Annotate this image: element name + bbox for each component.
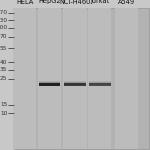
Text: 70: 70 [0, 34, 8, 39]
Bar [39, 83, 60, 86]
Bar [13, 8, 36, 148]
Bar [88, 8, 111, 148]
Text: 55: 55 [0, 45, 8, 51]
Bar [64, 81, 86, 83]
Text: NCI-H460: NCI-H460 [59, 0, 91, 4]
Text: HELA: HELA [16, 0, 33, 4]
Text: 130: 130 [0, 18, 8, 23]
Bar [89, 83, 111, 86]
Bar [64, 83, 86, 86]
Text: 100: 100 [0, 25, 8, 30]
Text: 35: 35 [0, 67, 8, 72]
Text: 40: 40 [0, 60, 8, 65]
Text: 25: 25 [0, 76, 8, 81]
Text: A549: A549 [118, 0, 135, 4]
Text: 10: 10 [0, 111, 8, 116]
Bar [63, 8, 87, 148]
Bar [115, 8, 138, 148]
Bar [64, 82, 86, 85]
Text: 15: 15 [0, 102, 8, 108]
Bar [39, 82, 60, 85]
Bar [89, 82, 111, 85]
Text: HepG2: HepG2 [38, 0, 61, 4]
Bar [38, 8, 61, 148]
Bar [89, 81, 111, 83]
Text: 170: 170 [0, 10, 8, 15]
Text: Jurkat: Jurkat [90, 0, 109, 4]
Bar [39, 81, 60, 83]
